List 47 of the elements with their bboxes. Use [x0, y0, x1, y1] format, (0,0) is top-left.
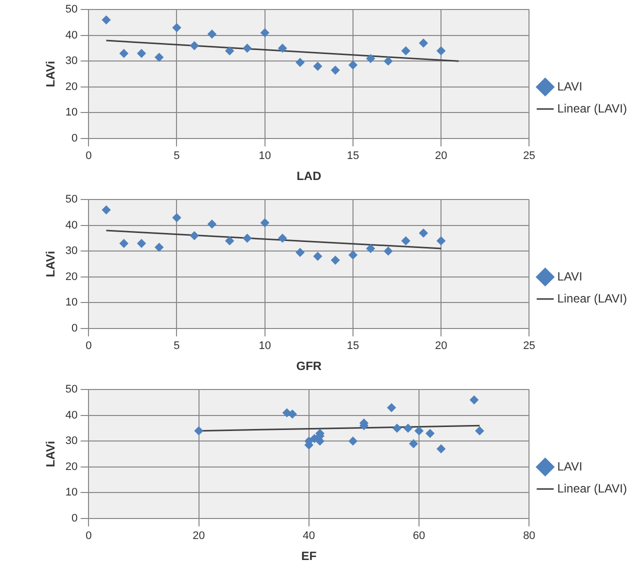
- x-tick-label: 20: [192, 530, 205, 542]
- y-tick-label: 20: [65, 80, 78, 93]
- x-tick-label: 5: [174, 340, 180, 352]
- y-tick-label: 10: [65, 106, 78, 119]
- y-axis-title: LAVi: [44, 60, 58, 88]
- legend-label: LAVI: [557, 269, 582, 284]
- x-tick-label: 10: [258, 150, 271, 162]
- y-tick-label: 20: [65, 270, 78, 283]
- x-tick-label: 80: [523, 530, 536, 542]
- legend-label: Linear (LAVI): [557, 101, 628, 116]
- x-tick-label: 20: [434, 150, 448, 162]
- y-tick-label: 40: [65, 219, 78, 232]
- y-tick-label: 10: [65, 486, 78, 499]
- x-tick-label: 0: [86, 150, 92, 162]
- legend-label: LAVI: [557, 79, 582, 94]
- x-tick-label: 5: [174, 150, 180, 162]
- y-tick-label: 30: [65, 245, 78, 258]
- x-tick-label: 15: [346, 340, 360, 352]
- y-axis-title: LAVi: [44, 250, 58, 278]
- y-tick-label: 0: [72, 322, 78, 334]
- y-axis-title: LAVi: [44, 440, 58, 468]
- y-tick-label: 40: [65, 409, 78, 422]
- x-tick-label: 20: [434, 340, 448, 352]
- y-tick-label: 50: [65, 384, 78, 396]
- legend-label: LAVI: [557, 459, 582, 474]
- x-tick-label: 10: [258, 340, 271, 352]
- x-tick-label: 40: [302, 530, 316, 542]
- x-tick-label: 15: [346, 150, 360, 162]
- y-tick-label: 10: [65, 296, 78, 309]
- y-tick-label: 0: [72, 512, 78, 524]
- x-tick-label: 60: [412, 530, 426, 542]
- y-tick-label: 30: [65, 435, 78, 448]
- x-axis-title: EF: [301, 549, 317, 564]
- y-tick-label: 0: [72, 132, 78, 144]
- x-tick-label: 25: [523, 340, 536, 352]
- x-axis-title: GFR: [296, 359, 322, 374]
- x-axis-title: LAD: [296, 169, 322, 184]
- y-tick-label: 40: [65, 29, 78, 42]
- legend-label: Linear (LAVI): [557, 481, 628, 496]
- legend-label: Linear (LAVI): [557, 291, 628, 306]
- y-tick-label: 20: [65, 460, 78, 473]
- x-tick-label: 25: [523, 150, 536, 162]
- x-tick-label: 0: [86, 530, 92, 542]
- y-tick-label: 50: [65, 4, 78, 16]
- x-tick-label: 0: [86, 340, 92, 352]
- y-tick-label: 30: [65, 55, 78, 68]
- y-tick-label: 50: [65, 194, 78, 206]
